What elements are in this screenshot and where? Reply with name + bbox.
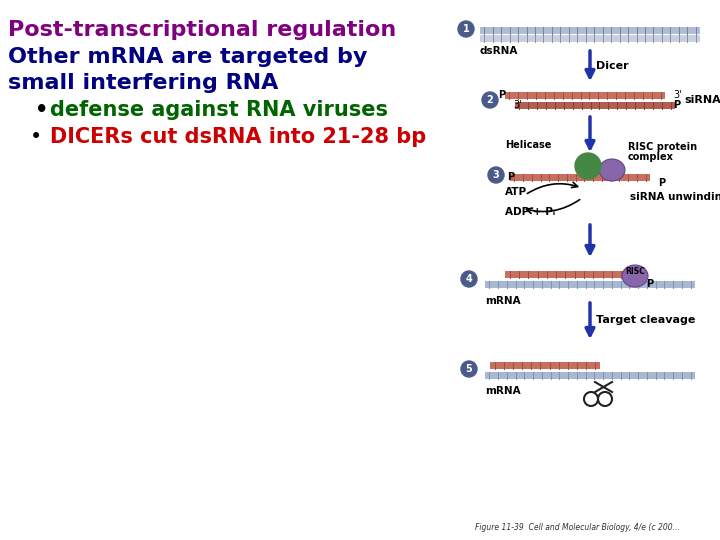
Text: Helicase: Helicase <box>505 140 552 150</box>
Text: mRNA: mRNA <box>485 296 521 306</box>
Circle shape <box>461 271 477 287</box>
Circle shape <box>575 153 601 179</box>
Text: siRNA: siRNA <box>684 95 720 105</box>
Text: DICERs cut dsRNA into 21-28 bp: DICERs cut dsRNA into 21-28 bp <box>50 127 426 147</box>
Text: 3: 3 <box>492 170 500 180</box>
Text: P: P <box>658 178 665 188</box>
Text: Target cleavage: Target cleavage <box>596 315 696 325</box>
Bar <box>490 361 600 368</box>
Text: mRNA: mRNA <box>485 386 521 396</box>
Bar <box>480 35 700 42</box>
Text: dsRNA: dsRNA <box>480 46 518 56</box>
Text: 1: 1 <box>463 24 469 34</box>
Text: defense against RNA viruses: defense against RNA viruses <box>50 100 388 120</box>
Text: Post-transcriptional regulation: Post-transcriptional regulation <box>8 20 396 40</box>
Circle shape <box>482 92 498 108</box>
Bar <box>510 173 650 180</box>
Bar <box>480 26 700 33</box>
Text: small interfering RNA: small interfering RNA <box>8 73 279 93</box>
Text: P: P <box>507 172 514 182</box>
Text: RISC: RISC <box>625 267 645 276</box>
Bar <box>485 280 695 287</box>
Circle shape <box>461 361 477 377</box>
Text: •: • <box>35 100 48 120</box>
Text: complex: complex <box>628 152 674 162</box>
Circle shape <box>488 167 504 183</box>
Text: 4: 4 <box>466 274 472 284</box>
Bar <box>505 271 635 278</box>
Circle shape <box>458 21 474 37</box>
Text: 3': 3' <box>673 90 682 100</box>
Text: RISC protein: RISC protein <box>628 142 697 152</box>
Ellipse shape <box>599 159 625 181</box>
Text: Figure 11-39  Cell and Molecular Biology, 4/e (c 200...: Figure 11-39 Cell and Molecular Biology,… <box>475 523 680 532</box>
Text: 3': 3' <box>513 100 521 110</box>
Text: siRNA unwinding: siRNA unwinding <box>630 192 720 202</box>
Bar <box>485 372 695 379</box>
Text: 5: 5 <box>466 364 472 374</box>
Text: ATP: ATP <box>505 187 527 197</box>
Text: P: P <box>498 90 505 100</box>
Ellipse shape <box>622 265 648 287</box>
Text: •: • <box>30 127 42 147</box>
Bar <box>515 102 675 109</box>
Bar <box>505 91 665 98</box>
Text: P: P <box>673 100 680 110</box>
Text: Dicer: Dicer <box>596 61 629 71</box>
Text: P: P <box>646 279 653 289</box>
Text: 2: 2 <box>487 95 493 105</box>
Text: Other mRNA are targeted by: Other mRNA are targeted by <box>8 47 367 67</box>
Text: ADP + Pᵢ: ADP + Pᵢ <box>505 207 555 217</box>
